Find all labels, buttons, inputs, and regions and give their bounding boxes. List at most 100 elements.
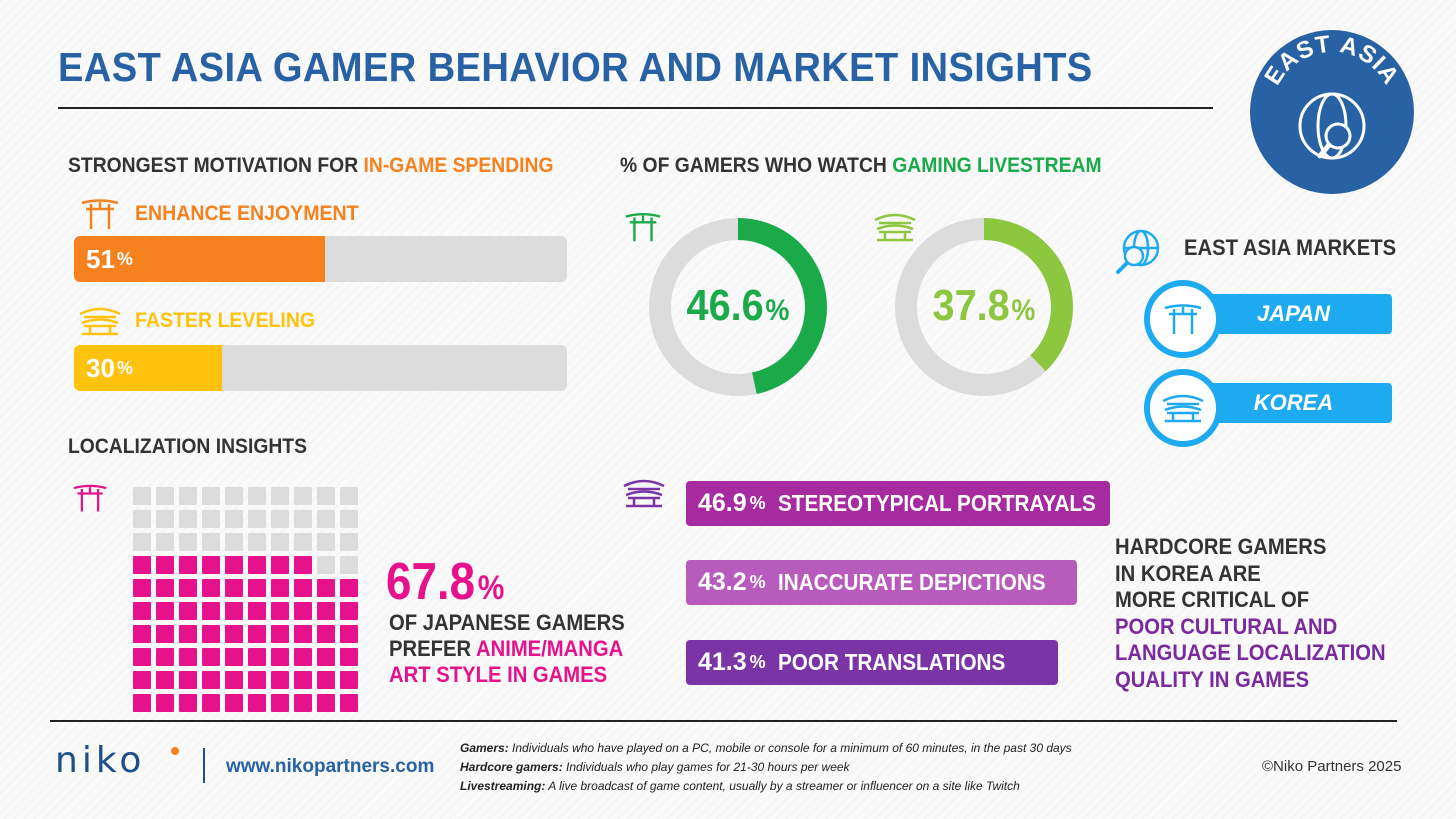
spending-bar-value: 51% [86,243,133,274]
waffle-cell [340,625,358,643]
waffle-cell [340,602,358,620]
korean-palace-icon [874,213,916,242]
anime-stat-line: PREFER ANIME/MANGA [389,636,624,661]
waffle-cell [179,510,197,528]
torii-gate-icon [81,199,119,229]
waffle-cell [340,671,358,689]
definition-gamers: Gamers: Individuals who have played on a… [460,741,1072,755]
waffle-cell [271,694,289,712]
waffle-cell [248,671,266,689]
waffle-cell [156,602,174,620]
waffle-cell [248,602,266,620]
waffle-cell [340,648,358,666]
localization-heading: LOCALIZATION INSIGHTS [68,435,307,458]
waffle-cell [156,671,174,689]
waffle-cell [271,602,289,620]
torii-gate-icon [1164,304,1202,334]
waffle-cell [225,694,243,712]
spending-heading-prefix: STRONGEST MOTIVATION FOR [68,154,364,177]
globe-search-icon [1116,229,1160,274]
waffle-cell [340,487,358,505]
waffle-cell [202,625,220,643]
spending-item-label: ENHANCE ENJOYMENT [135,202,359,225]
korea-stat-bar: 46.9% STEREOTYPICAL PORTRAYALS [686,481,1110,526]
spending-bar-fill: 51% [74,236,326,282]
waffle-cell [179,602,197,620]
waffle-cell [179,487,197,505]
waffle-cell [133,625,151,643]
waffle-cell [294,625,312,643]
waffle-cell [317,694,335,712]
waffle-cell [133,510,151,528]
livestream-heading-prefix: % OF GAMERS WHO WATCH [620,154,893,177]
hardcore-note: HARDCORE GAMERS IN KOREA ARE MORE CRITIC… [1115,534,1386,693]
markets-heading: EAST ASIA MARKETS [1184,235,1397,260]
torii-gate-icon [625,212,661,242]
market-korea-label: KOREA [1195,383,1392,423]
waffle-cell [133,648,151,666]
hardcore-note-line: POOR CULTURAL AND [1115,613,1338,639]
waffle-cell [294,648,312,666]
waffle-cell [317,671,335,689]
waffle-cell [156,487,174,505]
waffle-cell [156,625,174,643]
market-japan-circle [1144,280,1222,358]
korean-palace-icon [1162,394,1204,423]
hardcore-note-line: LANGUAGE LOCALIZATION [1115,640,1386,665]
waffle-cell [225,648,243,666]
waffle-cell [179,625,197,643]
waffle-cell [248,579,266,597]
spending-item-label: FASTER LEVELING [135,309,316,332]
hardcore-note-line: QUALITY IN GAMES [1115,666,1310,692]
waffle-cell [202,556,220,574]
waffle-cell [156,694,174,712]
korean-palace-icon [79,307,121,336]
niko-logo: niko [55,740,146,781]
donut-value: 37.8% [932,281,1036,330]
waffle-cell [317,579,335,597]
waffle-cell [248,510,266,528]
hardcore-note-line: HARDCORE GAMERS [1115,534,1327,559]
logo-dot [171,747,179,755]
waffle-cell [225,625,243,643]
anime-stat-line: ART STYLE IN GAMES [389,662,608,687]
copyright: ©Niko Partners 2025 [1262,758,1402,775]
waffle-cell [271,625,289,643]
waffle-cell [271,556,289,574]
globe-search-icon [1298,92,1366,160]
waffle-chart [133,487,363,712]
donut-value: 46.6% [686,281,790,330]
waffle-cell [317,602,335,620]
waffle-cell [179,579,197,597]
waffle-cell [340,556,358,574]
waffle-cell [248,487,266,505]
waffle-cell [156,556,174,574]
waffle-cell [156,533,174,551]
waffle-cell [294,694,312,712]
waffle-cell [133,533,151,551]
waffle-cell [133,602,151,620]
website-link[interactable]: www.nikopartners.com [226,756,435,777]
waffle-cell [248,625,266,643]
waffle-cell [271,671,289,689]
waffle-cell [202,510,220,528]
waffle-cell [179,648,197,666]
waffle-cell [317,533,335,551]
waffle-cell [202,671,220,689]
waffle-cell [156,648,174,666]
waffle-cell [294,602,312,620]
waffle-cell [202,648,220,666]
donut-arc [649,218,827,396]
waffle-cell [271,533,289,551]
east-asia-badge: EAST ASIA [1250,30,1414,194]
waffle-cell [179,694,197,712]
spending-heading-highlight: IN-GAME SPENDING [363,154,554,177]
donut-arc [895,218,1073,396]
waffle-cell [248,694,266,712]
waffle-cell [271,510,289,528]
waffle-cell [317,625,335,643]
waffle-cell [179,533,197,551]
waffle-cell [133,487,151,505]
market-korea-circle [1144,369,1222,447]
footer-divider [50,720,1397,722]
